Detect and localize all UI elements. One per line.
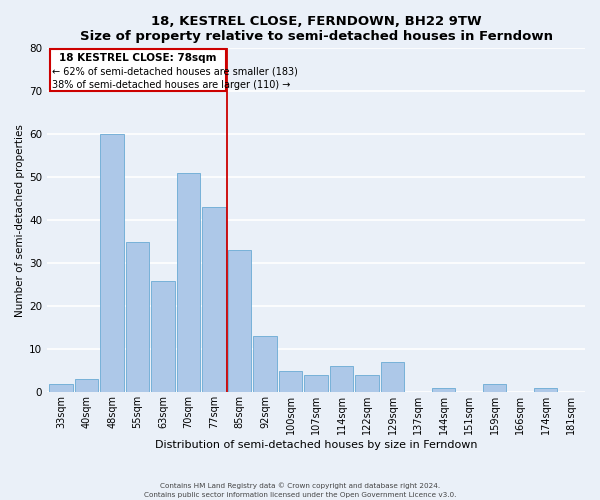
FancyBboxPatch shape xyxy=(50,49,226,92)
Bar xyxy=(330,366,353,392)
Title: 18, KESTREL CLOSE, FERNDOWN, BH22 9TW
Size of property relative to semi-detached: 18, KESTREL CLOSE, FERNDOWN, BH22 9TW Si… xyxy=(80,15,553,43)
Bar xyxy=(228,250,251,392)
Bar xyxy=(75,380,98,392)
Bar xyxy=(100,134,124,392)
X-axis label: Distribution of semi-detached houses by size in Ferndown: Distribution of semi-detached houses by … xyxy=(155,440,478,450)
Bar xyxy=(483,384,506,392)
Bar xyxy=(151,280,175,392)
Bar xyxy=(202,208,226,392)
Bar xyxy=(432,388,455,392)
Bar xyxy=(253,336,277,392)
Y-axis label: Number of semi-detached properties: Number of semi-detached properties xyxy=(15,124,25,317)
Bar xyxy=(49,384,73,392)
Bar xyxy=(534,388,557,392)
Bar xyxy=(355,375,379,392)
Bar xyxy=(177,173,200,392)
Text: 18 KESTREL CLOSE: 78sqm: 18 KESTREL CLOSE: 78sqm xyxy=(59,52,217,62)
Text: Contains HM Land Registry data © Crown copyright and database right 2024.
Contai: Contains HM Land Registry data © Crown c… xyxy=(144,482,456,498)
Text: 38% of semi-detached houses are larger (110) →: 38% of semi-detached houses are larger (… xyxy=(52,80,290,90)
Bar xyxy=(126,242,149,392)
Bar xyxy=(279,371,302,392)
Bar xyxy=(304,375,328,392)
Text: ← 62% of semi-detached houses are smaller (183): ← 62% of semi-detached houses are smalle… xyxy=(52,66,298,76)
Bar xyxy=(381,362,404,392)
